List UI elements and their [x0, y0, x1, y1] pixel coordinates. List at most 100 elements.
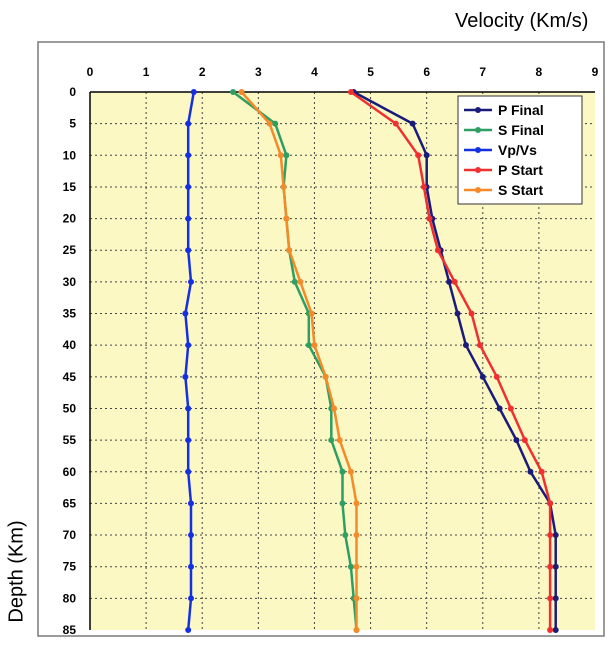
legend-marker-vp-vs: [475, 147, 481, 153]
y-tick-label: 75: [63, 560, 77, 574]
data-point-s-start: [280, 183, 287, 190]
legend-marker-s-start: [475, 187, 481, 193]
y-tick-label: 45: [63, 370, 77, 384]
data-point-vp-vs: [185, 405, 192, 412]
x-tick-label: 7: [479, 65, 486, 79]
data-point-s-final: [305, 342, 312, 349]
data-point-p-start: [468, 310, 475, 317]
series-line-p-final: [353, 90, 557, 630]
data-point-p-final: [527, 468, 534, 475]
x-tick-label: 5: [367, 65, 374, 79]
data-point-s-final: [283, 152, 290, 159]
data-point-p-final: [552, 563, 559, 570]
data-point-s-final: [230, 89, 237, 95]
grid: [89, 91, 595, 630]
y-tick-label: 25: [63, 243, 77, 257]
data-point-vp-vs: [185, 247, 192, 254]
y-tick-label: 20: [63, 212, 77, 226]
data-point-s-start: [286, 247, 293, 254]
x-tick-label: 0: [87, 65, 94, 79]
data-point-p-start: [547, 563, 554, 570]
data-point-s-final: [339, 468, 346, 475]
data-point-p-final: [496, 405, 503, 412]
y-tick-label: 35: [63, 307, 77, 321]
data-point-s-final: [328, 437, 335, 444]
data-point-vp-vs: [188, 563, 194, 570]
data-point-s-start: [353, 500, 360, 507]
x-axis-label: Velocity (Km/s): [455, 10, 589, 32]
data-point-vp-vs: [185, 342, 192, 349]
legend-label-p-final: P Final: [498, 102, 544, 118]
y-tick-label: 55: [63, 433, 77, 447]
x-tick-label: 4: [311, 65, 318, 79]
data-point-p-start: [493, 373, 500, 380]
data-point-s-start: [353, 627, 360, 633]
data-point-s-start: [297, 278, 304, 285]
data-point-vp-vs: [188, 500, 194, 507]
y-tick-label: 50: [63, 401, 77, 415]
y-tick-label: 40: [63, 338, 77, 352]
data-point-vp-vs: [185, 183, 192, 190]
data-point-s-start: [283, 215, 290, 222]
data-point-vp-vs: [188, 532, 194, 539]
data-point-s-start: [336, 437, 343, 444]
data-point-p-final: [423, 152, 430, 159]
legend-label-s-start: S Start: [498, 182, 543, 198]
x-tick-label: 1: [143, 65, 150, 79]
data-point-p-start: [434, 247, 441, 254]
data-point-p-start: [538, 468, 545, 475]
y-tick-label: 80: [63, 591, 77, 605]
data-point-s-final: [272, 120, 279, 127]
y-tick-label: 0: [69, 85, 76, 99]
data-point-s-start: [353, 563, 360, 570]
y-tick-label: 70: [63, 528, 77, 542]
data-point-s-final: [291, 278, 298, 285]
data-point-vp-vs: [185, 152, 192, 159]
data-point-p-start: [420, 183, 427, 190]
y-tick-labels: 0 5 10 15 20 25 30 35 40 45 50 55 60 65 70 75 80 85: [63, 85, 77, 637]
data-point-s-start: [238, 89, 245, 95]
series-line-s-start: [240, 91, 358, 630]
legend-label-vp-vs: Vp/Vs: [498, 142, 537, 158]
data-point-s-start: [308, 310, 315, 317]
data-point-p-start: [547, 500, 554, 507]
data-point-s-start: [353, 595, 360, 602]
data-point-p-start: [451, 278, 458, 285]
data-point-p-start: [547, 532, 554, 539]
legend-marker-s-final: [475, 127, 481, 133]
y-tick-label: 10: [63, 148, 77, 162]
data-point-s-start: [347, 468, 354, 475]
data-point-p-start: [476, 342, 483, 349]
x-tick-label: 8: [536, 65, 543, 79]
y-tick-label: 65: [63, 496, 77, 510]
data-point-vp-vs: [185, 215, 192, 222]
data-point-s-start: [277, 152, 284, 159]
data-point-vp-vs: [190, 89, 197, 95]
series-line-p-start: [350, 90, 552, 630]
data-point-p-final: [552, 532, 559, 539]
y-tick-label: 15: [63, 180, 77, 194]
data-point-s-start: [311, 342, 318, 349]
x-tick-label: 9: [592, 65, 599, 79]
data-point-p-final: [409, 120, 416, 127]
data-point-vp-vs: [185, 437, 192, 444]
data-point-p-start: [415, 152, 422, 159]
legend-marker-p-start: [475, 167, 481, 173]
data-point-p-final: [552, 595, 559, 602]
data-point-vp-vs: [185, 120, 192, 127]
x-tick-label: 6: [423, 65, 430, 79]
data-point-s-final: [339, 500, 346, 507]
x-tick-label: 3: [255, 65, 262, 79]
series-line-vp-vs: [184, 91, 196, 631]
data-point-vp-vs: [185, 627, 192, 633]
data-point-s-start: [322, 373, 329, 380]
data-point-p-start: [547, 595, 554, 602]
data-point-s-final: [347, 563, 354, 570]
data-point-p-start: [521, 437, 528, 444]
data-point-vp-vs: [188, 595, 194, 602]
legend-label-p-start: P Start: [498, 162, 543, 178]
data-point-p-final: [552, 627, 559, 633]
data-point-s-start: [353, 532, 360, 539]
data-point-p-final: [479, 373, 486, 380]
